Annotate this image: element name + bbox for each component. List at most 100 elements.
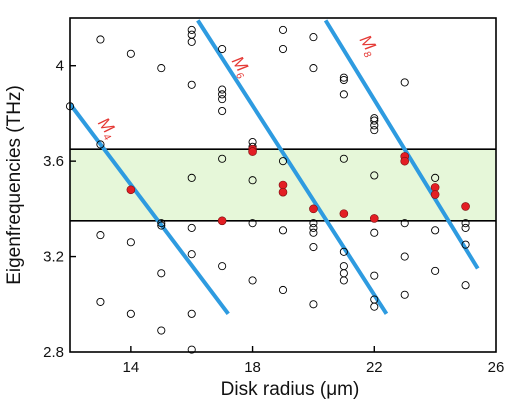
plot-frame: [69, 17, 497, 353]
open-data-point: [309, 64, 318, 73]
open-data-point: [400, 219, 409, 228]
open-data-point: [96, 35, 105, 44]
open-data-point: [157, 326, 166, 335]
red-data-point: [339, 209, 349, 218]
open-data-point: [218, 95, 227, 104]
open-data-point: [96, 231, 105, 240]
open-data-point: [187, 173, 196, 182]
y-tick-label: 2.8: [43, 344, 64, 361]
open-data-point: [96, 140, 105, 149]
red-data-point: [430, 183, 440, 192]
mode-line-m6: [196, 19, 389, 315]
red-data-point: [278, 180, 288, 190]
red-data-point: [400, 156, 410, 166]
open-data-point: [400, 78, 409, 87]
open-data-point: [126, 49, 135, 58]
open-data-point: [461, 281, 470, 290]
red-data-point: [217, 216, 227, 226]
open-data-point: [157, 221, 166, 230]
open-data-point: [218, 85, 227, 94]
open-data-point: [431, 226, 440, 235]
y-tick-label: 4: [56, 58, 64, 75]
open-data-point: [248, 219, 257, 228]
open-data-point: [339, 269, 348, 278]
open-data-point: [218, 106, 227, 116]
mode-lines: [70, 19, 480, 316]
open-data-point: [278, 25, 288, 34]
open-data-point: [309, 33, 318, 42]
open-data-point: [431, 266, 440, 275]
open-data-point: [461, 240, 470, 249]
open-data-point: [370, 302, 379, 311]
red-data-point: [309, 204, 318, 214]
mode-line-m4: [70, 102, 230, 316]
open-data-point: [248, 176, 257, 185]
open-data-point: [431, 173, 440, 182]
open-data-point: [157, 219, 166, 228]
red-data-point: [278, 187, 288, 197]
x-tick-label: 22: [366, 359, 383, 376]
x-tick-label: 14: [123, 359, 140, 376]
x-tick-label: 26: [488, 359, 505, 376]
open-data-point: [187, 223, 196, 232]
open-data-point: [309, 228, 318, 237]
open-data-point: [370, 228, 379, 237]
open-data-point: [339, 75, 348, 85]
open-data-point: [339, 276, 348, 285]
open-data-point: [218, 262, 227, 271]
open-data-point: [278, 226, 288, 235]
mode-line-m8: [323, 19, 480, 270]
open-data-point: [370, 121, 379, 130]
open-data-point: [187, 250, 196, 259]
open-data-point: [370, 271, 379, 280]
open-data-point: [187, 30, 196, 39]
y-axis-title: Eigenfrequencies (THz): [4, 85, 25, 285]
open-data-point: [218, 90, 227, 99]
open-data-point: [339, 262, 348, 271]
open-data-point: [278, 44, 288, 54]
x-axis-title: Disk radius (μm): [221, 379, 360, 400]
open-data-point: [218, 154, 227, 163]
open-data-point: [400, 252, 409, 261]
mode-label-m8: M8: [353, 32, 382, 61]
open-data-point: [187, 25, 196, 34]
open-data-point: [339, 90, 348, 99]
open-data-point: [339, 154, 348, 163]
red-data-point: [430, 190, 440, 199]
open-data-point: [187, 345, 196, 354]
open-data-point: [400, 290, 409, 299]
open-data-point: [278, 285, 288, 295]
data-points: [65, 25, 470, 354]
open-data-point: [96, 297, 105, 306]
x-tick-label: 18: [244, 359, 261, 376]
open-data-point: [309, 242, 318, 252]
open-data-point: [461, 219, 470, 228]
open-data-point: [370, 116, 379, 125]
open-data-point: [461, 223, 470, 232]
red-data-point: [248, 147, 257, 156]
open-data-point: [309, 219, 318, 228]
y-tick-label: 3.2: [43, 249, 64, 266]
open-data-point: [187, 37, 196, 46]
open-data-point: [339, 73, 348, 82]
open-data-point: [370, 171, 379, 180]
open-data-point: [126, 238, 135, 247]
open-data-point: [339, 247, 348, 256]
axis-ticks: 14 18 22 26 2.8 3.2 3.6 4: [43, 58, 504, 376]
open-data-point: [309, 300, 318, 309]
red-data-point: [126, 185, 136, 195]
open-data-point: [278, 157, 288, 166]
open-data-point: [187, 309, 196, 318]
open-data-point: [309, 223, 318, 232]
red-data-point: [369, 214, 379, 223]
open-data-point: [157, 64, 166, 73]
y-tick-label: 3.6: [43, 153, 64, 170]
open-data-point: [187, 80, 196, 89]
open-data-point: [218, 44, 227, 54]
open-data-point: [248, 276, 257, 285]
open-data-point: [157, 269, 166, 278]
red-data-point: [461, 202, 470, 211]
open-data-point: [370, 126, 379, 135]
